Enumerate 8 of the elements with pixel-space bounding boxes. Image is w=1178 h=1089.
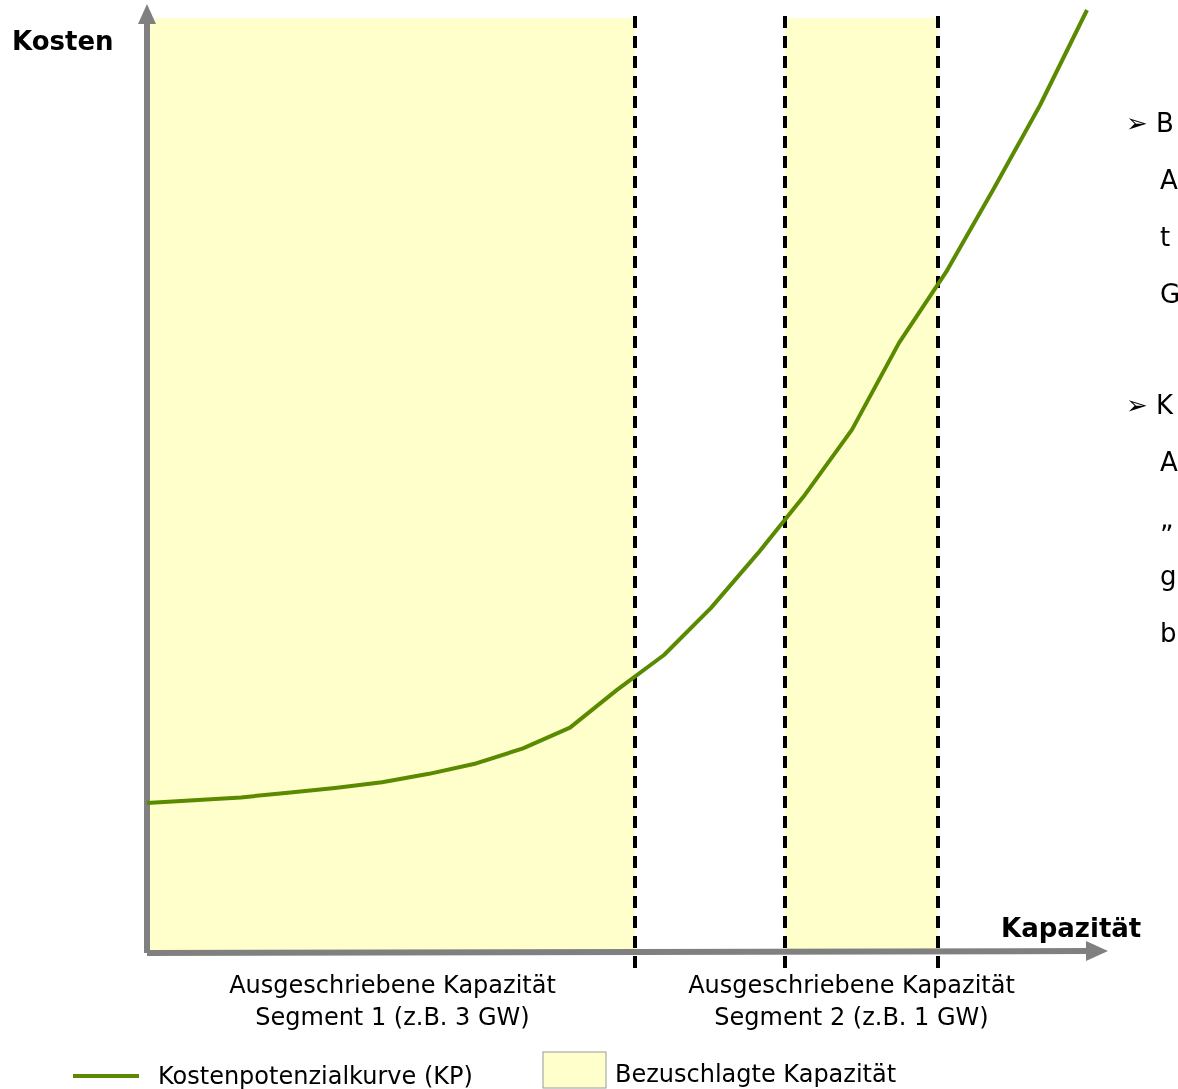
text: Bezuschlagte Kapazität bbox=[615, 1060, 897, 1088]
text: ➢ B A t G bbox=[1126, 108, 1178, 309]
text: ➢ K A „ g b bbox=[1126, 390, 1178, 648]
legend-label: Kostenpotenzialkurve (KP) bbox=[158, 1062, 473, 1089]
x-axis-title: Kapazität bbox=[1001, 913, 1142, 943]
text: Ausgeschriebene Kapazität Segment 1 (z.B. 3 GW) bbox=[229, 971, 556, 1031]
text: Ausgeschriebene Kapazität Segment 2 (z.B. 1 GW) bbox=[688, 971, 1015, 1031]
y-axis-title: Kosten bbox=[12, 26, 114, 56]
